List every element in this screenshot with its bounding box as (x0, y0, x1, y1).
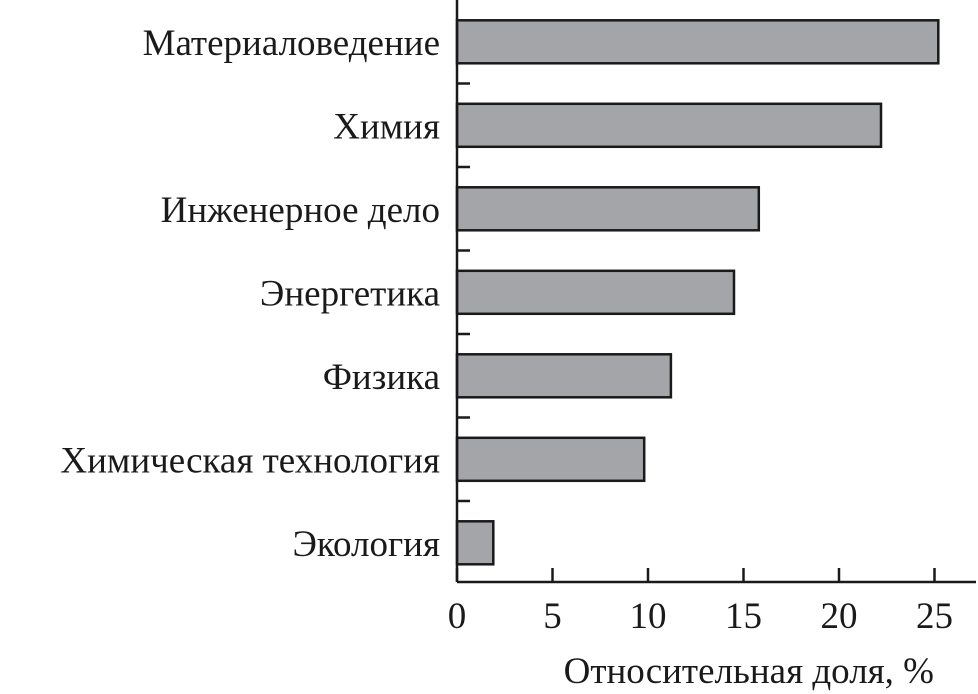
x-tick-label-0: 0 (448, 596, 467, 637)
bar-1 (455, 102, 883, 149)
category-label-4: Физика (323, 357, 440, 398)
category-labels: Материаловедение Химия Инженерное дело Энер… (60, 23, 440, 565)
bar-0 (455, 19, 940, 65)
x-tick-label-3: 15 (725, 596, 762, 637)
bar-5 (455, 436, 646, 483)
x-ticks: 0 5 10 15 20 25 (448, 568, 953, 637)
x-tick-label-4: 20 (821, 596, 858, 637)
x-tick-label-5: 25 (916, 596, 953, 637)
category-label-6: Экология (293, 524, 441, 565)
category-label-3: Энергетика (260, 273, 440, 314)
bars-layer (455, 19, 940, 566)
category-label-5: Химическая технология (60, 440, 440, 481)
axes (455, 0, 976, 584)
bar-2 (455, 186, 761, 232)
category-label-0: Материаловедение (143, 23, 440, 64)
bar-6 (455, 520, 495, 566)
x-axis-title: Относительная доля, % (564, 651, 934, 692)
x-tick-label-1: 5 (543, 596, 562, 637)
bar-3 (455, 269, 736, 316)
category-label-1: Химия (333, 106, 440, 147)
bar-4 (455, 353, 673, 399)
x-tick-label-2: 10 (630, 596, 667, 637)
category-label-2: Инженерное дело (161, 190, 440, 231)
